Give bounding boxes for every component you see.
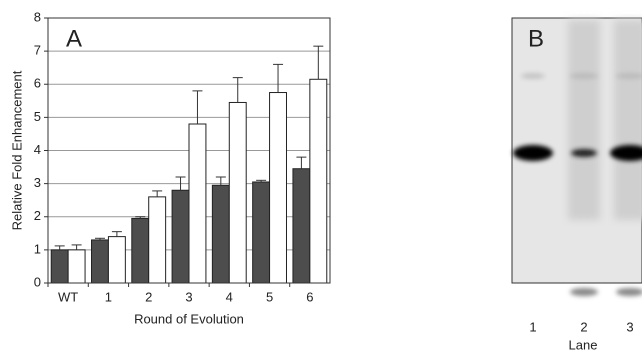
faint-band [616, 288, 642, 296]
y-tick-label: 2 [34, 208, 41, 223]
lane-smear [568, 20, 600, 220]
y-tick-label: 6 [34, 76, 41, 91]
x-tick-label: WT [58, 289, 78, 304]
main-band [571, 149, 597, 157]
bar [189, 124, 206, 283]
x-tick-label: 3 [185, 289, 192, 304]
x-tick-label: 5 [266, 289, 273, 304]
bar [132, 218, 149, 283]
x-tick-label: 2 [145, 289, 152, 304]
figure: 0 1 2 3 4 5 6 7 8 WT 1 2 3 4 5 6 A Relative Fold Enhancem… [0, 0, 642, 356]
y-tick-label: 7 [34, 43, 41, 58]
bar [270, 93, 287, 283]
bar [212, 185, 229, 283]
bar [310, 79, 327, 283]
x-tick-label: 4 [226, 289, 233, 304]
lane-label: 1 [529, 319, 536, 334]
y-tick-label: 4 [34, 142, 41, 157]
panel-label: A [66, 25, 82, 52]
y-tick-label: 8 [34, 9, 41, 24]
y-tick-label: 3 [34, 175, 41, 190]
y-tick-label: 1 [34, 241, 41, 256]
faint-band [570, 288, 598, 296]
faint-band [521, 73, 545, 79]
bar [68, 250, 85, 283]
faint-band [570, 73, 598, 79]
bar [149, 197, 166, 283]
y-tick-label: 5 [34, 109, 41, 124]
x-axis-label: Round of Evolution [134, 311, 244, 326]
bar [172, 190, 189, 283]
panel-label: B [528, 25, 544, 52]
lane-label: 3 [626, 319, 633, 334]
lane-smear [614, 20, 642, 220]
bar [253, 182, 270, 283]
bar [293, 169, 310, 283]
x-tick-label: 1 [105, 289, 112, 304]
x-axis-label: Lane [569, 337, 598, 352]
x-tick-label: 6 [306, 289, 313, 304]
y-tick-label: 0 [34, 274, 41, 289]
bar [92, 240, 109, 283]
y-axis-label: Relative Fold Enhancement [9, 70, 24, 230]
bar [51, 250, 68, 283]
bar [108, 237, 125, 283]
main-band [513, 145, 553, 161]
bar [229, 102, 246, 283]
lane-label: 2 [580, 319, 587, 334]
